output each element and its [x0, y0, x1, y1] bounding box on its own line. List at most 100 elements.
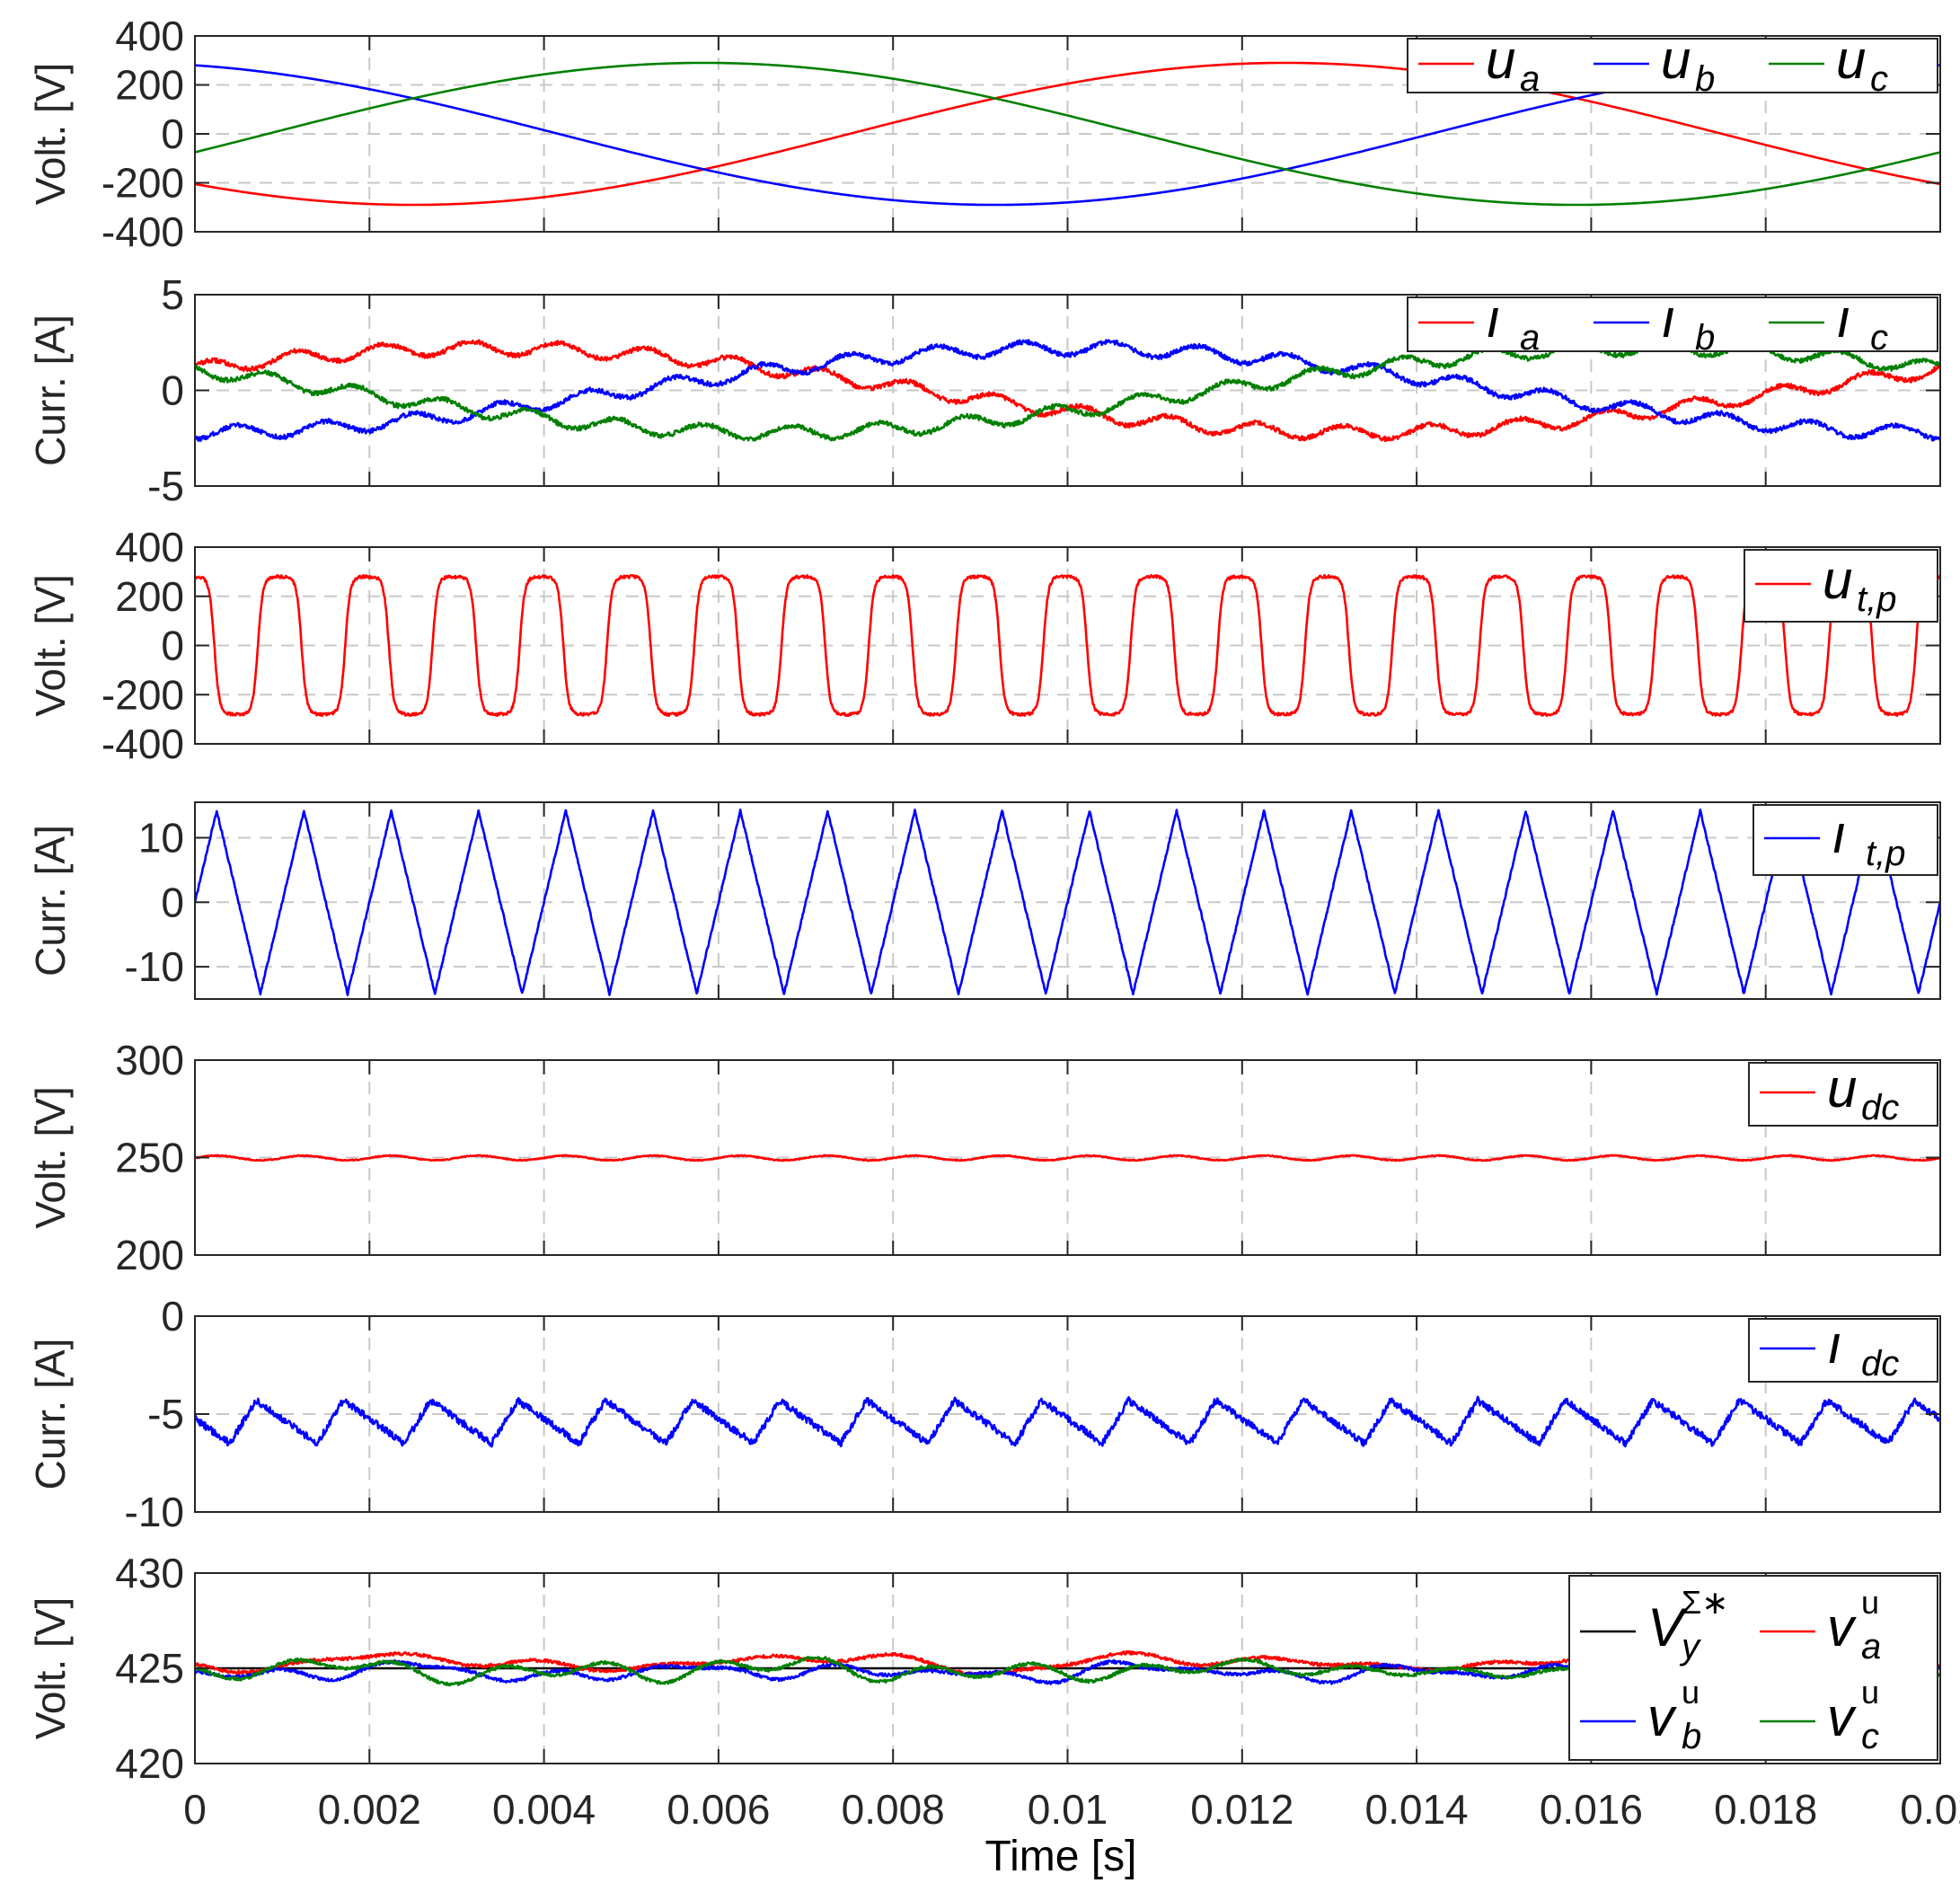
- legend-entry-u_t,p: u t,p: [1755, 550, 1896, 619]
- x-tick-label: 0: [183, 1786, 207, 1833]
- y-axis-label: Volt. [V]: [27, 574, 74, 717]
- y-tick-label: -5: [147, 463, 184, 509]
- legend-label-subscript: c: [1861, 1717, 1879, 1756]
- series-group: [195, 573, 1940, 718]
- legend-entry-V_y^Σ*: Vy Σ∗: [1580, 1584, 1728, 1667]
- y-tick-label: -5: [147, 1391, 184, 1437]
- legend-label-subscript: t,p: [1857, 579, 1896, 619]
- y-axis-label: Volt. [V]: [27, 63, 74, 206]
- legend-entry-i_dc: ı dc: [1760, 1314, 1899, 1384]
- legend-label: ı: [1832, 804, 1847, 864]
- x-tick-label: 0.018: [1714, 1786, 1817, 1833]
- series-line-i_t,p: [195, 808, 1940, 996]
- legend-entry-v_a^u: v au: [1760, 1584, 1881, 1667]
- series-line-u_c: [195, 61, 1940, 207]
- x-tick-label: 0.004: [492, 1786, 596, 1833]
- subplot-6: -10 -5 0 Curr. [A] ı dc: [27, 1293, 1941, 1535]
- legend-box: [1407, 38, 1938, 93]
- legend: ı dc: [1748, 1314, 1938, 1384]
- y-tick-label: 430: [115, 1550, 184, 1596]
- legend-label-subscript: t,p: [1866, 834, 1905, 873]
- y-tick-label: 200: [115, 62, 184, 109]
- x-tick-label: 0.012: [1190, 1786, 1293, 1833]
- legend-entry-v_b^u: v bu: [1580, 1674, 1701, 1756]
- series-line-i_b: [195, 339, 1940, 442]
- y-tick-label: -10: [125, 1489, 184, 1535]
- legend-entry-v_c^u: v cu: [1760, 1674, 1879, 1756]
- y-tick-label: -10: [125, 943, 184, 990]
- legend-label-superscript: u: [1861, 1674, 1879, 1711]
- legend-label: v: [1647, 1687, 1677, 1747]
- y-tick-label: 10: [138, 814, 184, 861]
- x-axis-label: Time [s]: [985, 1833, 1137, 1880]
- y-tick-label: 0: [161, 367, 184, 414]
- y-tick-label: 200: [115, 573, 184, 620]
- legend-label-subscript: c: [1870, 318, 1888, 358]
- legend-box: [1748, 1318, 1938, 1383]
- y-tick-label: 0: [161, 1293, 184, 1339]
- grid: [195, 1316, 1940, 1512]
- y-tick-label: 400: [115, 524, 184, 570]
- series-line-u_a: [195, 61, 1940, 207]
- legend-entry-u_dc: u dc: [1760, 1058, 1899, 1127]
- legend-box: [1753, 804, 1938, 876]
- legend-label: u: [1827, 1058, 1857, 1118]
- legend-box: [1568, 1575, 1938, 1761]
- subplot-7: 0 0.002 0.004 0.006 0.008 0.01 0.012 0.014 0.016…: [27, 1550, 1960, 1833]
- series-line-u_t,p: [195, 573, 1940, 718]
- series-group: [195, 1154, 1940, 1163]
- y-tick-label: 425: [115, 1645, 184, 1692]
- subplot-4: -10 0 10 Curr. [A] ı t,p: [27, 801, 1941, 1000]
- x-tick-label: 0.016: [1540, 1786, 1643, 1833]
- y-tick-label: 5: [161, 271, 184, 318]
- legend-label: ı: [1486, 288, 1501, 349]
- y-axis-label: Curr. [A]: [27, 825, 74, 977]
- legend-label-subscript: a: [1861, 1627, 1881, 1667]
- series-line-u_dc: [195, 1154, 1940, 1163]
- legend: VyΣ∗ v auv bu v cu: [1568, 1575, 1938, 1761]
- legend-label-superscript: u: [1682, 1674, 1700, 1711]
- legend: u dc: [1748, 1058, 1938, 1127]
- series-group: [195, 1395, 1940, 1448]
- x-tick-label: 0.008: [842, 1786, 945, 1833]
- y-tick-label: 250: [115, 1135, 184, 1181]
- y-tick-label: 0: [161, 879, 184, 925]
- x-tick-label: 0.02: [1900, 1786, 1960, 1833]
- legend-label: V: [1647, 1597, 1688, 1658]
- y-tick-label: -400: [102, 208, 184, 255]
- y-tick-label: -200: [102, 160, 184, 207]
- legend-label-subscript: b: [1682, 1717, 1701, 1756]
- legend-label: v: [1827, 1687, 1857, 1747]
- y-axis-label: Volt. [V]: [27, 1086, 74, 1229]
- legend: u t,p: [1744, 549, 1938, 623]
- x-tick-label: 0.014: [1365, 1786, 1469, 1833]
- y-tick-label: 0: [161, 623, 184, 669]
- legend-label-subscript: dc: [1861, 1344, 1899, 1384]
- y-tick-label: 400: [115, 13, 184, 59]
- legend-label: v: [1827, 1597, 1857, 1658]
- legend-label-subscript: a: [1520, 318, 1540, 358]
- y-tick-label: 0: [161, 111, 184, 157]
- legend-label-subscript: a: [1520, 59, 1540, 99]
- legend-label-subscript: b: [1695, 318, 1715, 358]
- legend-box: [1407, 296, 1938, 352]
- y-tick-label: -400: [102, 721, 184, 767]
- y-axis-label: Curr. [A]: [27, 1339, 74, 1490]
- legend-label: u: [1486, 30, 1515, 90]
- x-tick-label: 0.002: [318, 1786, 421, 1833]
- y-tick-label: 420: [115, 1740, 184, 1787]
- series-group: [195, 808, 1940, 996]
- y-axis-label: Curr. [A]: [27, 314, 74, 466]
- legend-label-subscript: c: [1870, 59, 1888, 99]
- legend-label-subscript: y: [1679, 1627, 1702, 1667]
- x-tick-label: 0.01: [1028, 1786, 1108, 1833]
